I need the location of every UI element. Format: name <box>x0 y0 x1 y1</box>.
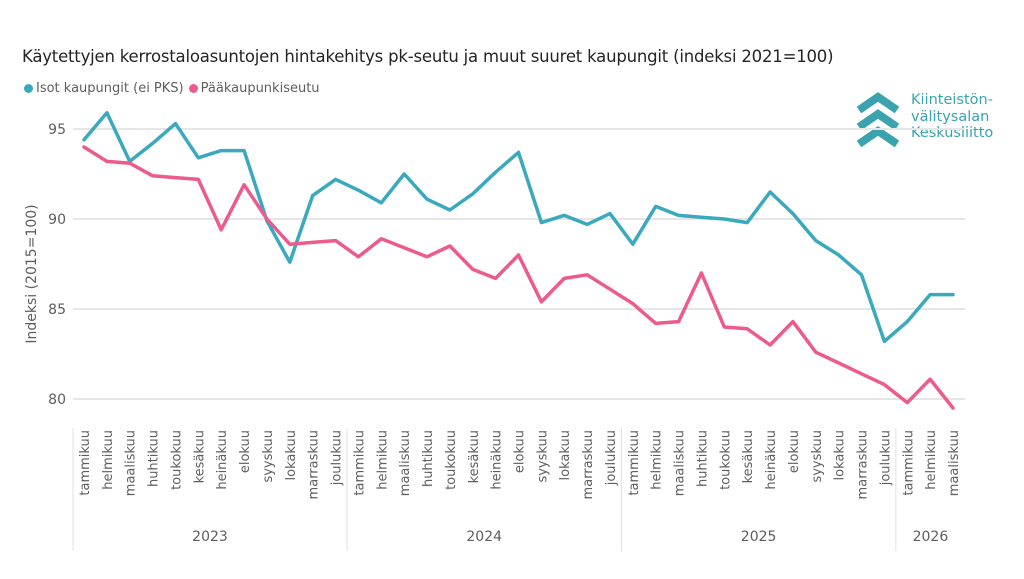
x-tick-label-month: tammikuu <box>901 430 916 496</box>
x-tick-label-month: heinäkuu <box>490 430 505 490</box>
x-tick-label-month: lokakuu <box>558 430 573 480</box>
x-tick-label-month: maaliskuu <box>398 430 413 496</box>
legend-label-paakaupunkiseutu: Pääkaupunkiseutu <box>200 81 320 96</box>
x-tick-label-month: heinäkuu <box>764 430 779 490</box>
x-tick-label-month: huhtikuu <box>421 430 436 487</box>
x-tick-label-month: maaliskuu <box>124 430 139 496</box>
legend-label-isot-kaupungit: Isot kaupungit (ei PKS) <box>36 81 184 96</box>
x-tick-label-month: maaliskuu <box>673 430 688 496</box>
y-tick-label-80: 80 <box>48 392 66 408</box>
x-tick-label-month: marraskuu <box>856 430 871 499</box>
x-tick-label-month: huhtikuu <box>147 430 162 487</box>
chart-legend: Isot kaupungit (ei PKS) Pääkaupunkiseutu <box>24 81 325 96</box>
x-tick-label-month: huhtikuu <box>695 430 710 487</box>
legend-marker-paakaupunkiseutu <box>188 84 198 93</box>
y-tick-label-90: 90 <box>48 212 66 228</box>
gridlines <box>73 128 965 400</box>
x-tick-label-month: helmikuu <box>375 430 390 490</box>
x-tick-label-month: helmikuu <box>650 430 665 490</box>
x-tick-label-month: elokuu <box>238 430 253 473</box>
x-tick-label-month: elokuu <box>513 430 528 473</box>
x-tick-label-month: tammikuu <box>78 430 93 496</box>
y-tick-label-85: 85 <box>48 302 66 318</box>
x-tick-label-month: toukokuu <box>444 430 459 490</box>
y-axis-label: Indeksi (2015=100) <box>24 204 40 343</box>
x-tick-label-month: marraskuu <box>581 430 596 499</box>
logo-line-2: välitysalan <box>911 108 990 125</box>
x-tick-label-month: joulukuu <box>330 430 345 486</box>
x-tick-label-month: syyskuu <box>810 430 825 483</box>
logo-line-1: Kiinteistön- <box>911 92 993 108</box>
x-tick-label-month: heinäkuu <box>215 430 230 490</box>
x-tick-label-month: syyskuu <box>535 430 550 483</box>
x-tick-label-month: marraskuu <box>307 430 322 499</box>
x-tick-label-month: kesäkuu <box>741 430 756 483</box>
x-tick-label-month: toukokuu <box>718 430 733 490</box>
x-tick-label-month: kesäkuu <box>467 430 482 483</box>
x-year-label-2023: 2023 <box>192 529 228 545</box>
x-tick-label-month: maaliskuu <box>947 430 962 496</box>
legend-marker-isot-kaupungit <box>24 84 33 93</box>
x-tick-label-month: joulukuu <box>604 430 619 486</box>
x-tick-label-month: toukokuu <box>169 430 184 490</box>
chevron-stack-icon <box>856 92 900 148</box>
x-tick-label-month: helmikuu <box>924 430 939 490</box>
x-tick-label-month: tammikuu <box>627 430 642 496</box>
x-year-label-2024: 2024 <box>466 529 502 545</box>
legend-item-paakaupunkiseutu[interactable]: Pääkaupunkiseutu <box>188 81 320 96</box>
series-lines <box>82 111 955 410</box>
series-line-paakaupunkiseutu[interactable] <box>82 145 955 410</box>
y-tick-label-95: 95 <box>48 122 66 138</box>
x-tick-label-month: syyskuu <box>261 430 276 483</box>
x-tick-label-month: tammikuu <box>352 430 367 496</box>
x-year-label-2026: 2026 <box>913 529 949 545</box>
x-axis: tammikuu helmikuu maaliskuu huhtikuu toukoku… <box>72 428 962 551</box>
series-line-isot-kaupungit[interactable] <box>82 111 955 344</box>
x-tick-label-month: kesäkuu <box>192 430 207 483</box>
x-tick-label-month: lokakuu <box>833 430 848 480</box>
chart-title: Käytettyjen kerrostaloasuntojen hintakeh… <box>22 47 834 66</box>
x-tick-label-month: joulukuu <box>878 430 893 486</box>
x-tick-label-month: helmikuu <box>101 430 116 490</box>
legend-item-isot-kaupungit[interactable]: Isot kaupungit (ei PKS) <box>24 81 184 96</box>
y-axis-ticks: 80 85 90 95 <box>48 122 66 408</box>
x-tick-label-month: lokakuu <box>284 430 299 480</box>
x-tick-label-month: elokuu <box>787 430 802 473</box>
x-year-label-2025: 2025 <box>741 529 777 545</box>
